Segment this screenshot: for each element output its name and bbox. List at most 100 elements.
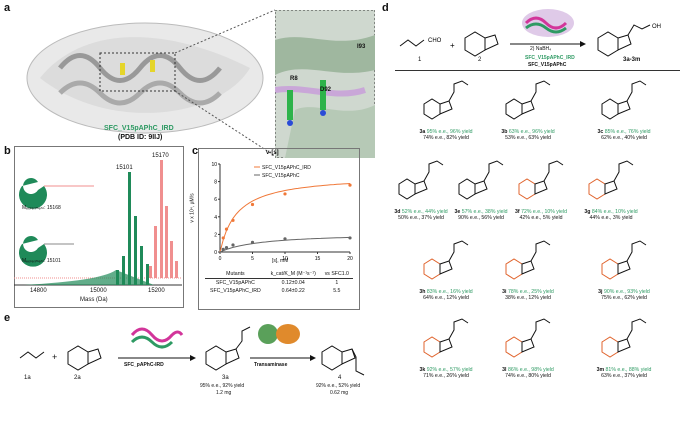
enzyme-ird-d: SFC_V15pAPhC_IRD xyxy=(525,55,575,61)
y-tick-label: 8 xyxy=(214,180,217,186)
compound-result-ird: 92% e.e., 57% yield xyxy=(426,366,473,373)
compound-result-base: 44% e.e., 3% yield xyxy=(589,215,633,221)
data-point xyxy=(221,236,225,240)
p4-line2: 0.62 mg xyxy=(330,390,349,396)
xtick-15200: 15200 xyxy=(148,288,165,294)
p3a-line1: 95% e.e., 92% yield xyxy=(200,383,245,389)
compound-id: 3e xyxy=(454,208,461,215)
data-point xyxy=(224,246,229,250)
data-point xyxy=(231,243,235,247)
fit-line-0 xyxy=(219,183,351,253)
th-vs: vs SFC1.0 xyxy=(324,271,349,277)
th-kcat: k_cat/K_M (M⁻¹s⁻¹) xyxy=(270,271,316,277)
mass-label-top: Mₑₓₚₑᵣᵢₘₑₙₜ: 15168 xyxy=(22,205,61,211)
compound-result-ird: 63% e.e., 96% yield xyxy=(508,128,555,135)
data-point xyxy=(348,236,352,240)
reactant-1-label: 1 xyxy=(418,57,422,63)
legend-ird: SFC_V15pAPhC_IRD xyxy=(262,165,311,171)
x-tick-label: 10 xyxy=(282,256,288,262)
peak-15101: 15101 xyxy=(116,165,133,171)
enzyme-base-d: SFC_V15pAPhC xyxy=(528,62,567,68)
compound-id: 3g xyxy=(584,208,591,215)
chart-title: v-[s] xyxy=(266,150,279,156)
compound-result-base: 64% e.e., 12% yield xyxy=(423,295,469,301)
compound-result-base: 63% e.e., 37% yield xyxy=(601,373,647,379)
data-point xyxy=(221,247,225,251)
compound-id: 3f xyxy=(515,208,520,215)
label-3a: 3a xyxy=(222,375,229,381)
plus-sign: + xyxy=(52,352,58,362)
compound-lines: 3k 92% e.e., 57% yield xyxy=(406,367,486,374)
x-tick-label: 20 xyxy=(347,256,353,262)
structure-drawing xyxy=(505,240,551,280)
compound-result-ird: 57% e.e., 38% yield xyxy=(461,208,508,215)
reactant-2-label: 2 xyxy=(478,57,482,63)
enzyme-e: SFC_pAPhC-IRD xyxy=(124,362,164,368)
kinetics-table: Mutants k_cat/K_M (M⁻¹s⁻¹) vs SFC1.0 SFC… xyxy=(205,270,353,295)
compound-id: 3l xyxy=(502,366,507,373)
label-2a: 2a xyxy=(74,375,81,381)
compound-result-base: 38% e.e., 12% yield xyxy=(505,295,551,301)
panel-label-c: c xyxy=(192,145,199,157)
xtick-15000: 15000 xyxy=(90,288,107,294)
structure-drawing xyxy=(505,80,551,120)
compound-lines: 3f 72% e.e., 10% yield xyxy=(512,209,570,216)
y-tick-label: 4 xyxy=(214,215,217,221)
panel-label-b: b xyxy=(4,145,11,157)
x-tick-label: 0 xyxy=(219,256,222,262)
compound-lines: 3b 63% e.e., 96% yield xyxy=(488,129,568,136)
compound-result-base: 74% e.e., 80% yield xyxy=(505,373,551,379)
compound-lines: 3i 78% e.e., 25% yield xyxy=(488,289,568,296)
compound-result-base: 50% e.e., 37% yield xyxy=(398,215,444,221)
compound-result-ird: 72% e.e., 10% yield xyxy=(521,208,567,215)
scheme-e xyxy=(19,324,365,376)
compound-result-ird: 86% e.e., 98% yield xyxy=(507,366,554,373)
structure-drawing xyxy=(505,318,551,358)
data-point xyxy=(348,183,352,187)
compound-id: 3b xyxy=(501,128,508,135)
compound-3j: 3j 90% e.e., 93% yield 75% e.e., 62% yiel… xyxy=(584,240,664,302)
kinetics-chart: 0 5 10 15 20 0 2 4 6 8 10 xyxy=(211,162,353,262)
chart-xlabel: [s], mM xyxy=(272,258,289,264)
mass-spec-plot xyxy=(14,160,182,286)
chart-ylabel: v x 10⁴, μM/s xyxy=(189,193,196,223)
structure-drawing xyxy=(423,240,469,280)
compound-result-base: 62% e.e., 40% yield xyxy=(601,135,647,141)
residue-d92: D92 xyxy=(320,87,332,93)
compound-lines: 3d 52% e.e., 44% yield xyxy=(392,209,450,216)
compound-3a: 3a 95% e.e., 96% yield 74% e.e., 82% yiel… xyxy=(406,80,486,142)
compound-3h: 3h 83% e.e., 16% yield 64% e.e., 12% yiel… xyxy=(406,240,486,302)
compound-result-ird: 95% e.e., 96% yield xyxy=(426,128,473,135)
structure-drawing xyxy=(423,318,469,358)
compound-lines: 3h 83% e.e., 16% yield xyxy=(406,289,486,296)
compound-3c: 3c 85% e.e., 76% yield 62% e.e., 40% yiel… xyxy=(584,80,664,142)
label-1a: 1a xyxy=(24,375,31,381)
compound-lines: 3e 57% e.e., 38% yield xyxy=(452,209,510,216)
data-point xyxy=(250,202,255,207)
mass-xlabel: Mass (Da) xyxy=(80,297,108,303)
residue-r8: R8 xyxy=(290,76,298,82)
compound-3d: 3d 52% e.e., 44% yield 50% e.e., 37% yiel… xyxy=(392,160,450,222)
compound-id: 3i xyxy=(502,288,507,295)
scheme-d-top: CHO + OH xyxy=(399,9,661,57)
p4-line1: 92% e.e., 52% yield xyxy=(316,383,361,389)
enzyme-name-a: SFC_V15pAPhC_IRD xyxy=(104,125,174,132)
compound-3m: 3m 81% e.e., 88% yield 63% e.e., 37% yiel… xyxy=(584,318,664,380)
y-tick-label: 0 xyxy=(214,250,217,256)
compound-result-base: 90% e.e., 56% yield xyxy=(458,215,504,221)
pdb-id: (PDB ID: 9IIJ) xyxy=(118,134,163,141)
compound-3l: 3l 86% e.e., 98% yield 74% e.e., 80% yiel… xyxy=(488,318,568,380)
transaminase-label: Transaminase xyxy=(254,362,288,368)
residue-i93: I93 xyxy=(357,44,366,50)
mass-spec-frame xyxy=(14,146,184,308)
data-point xyxy=(231,218,235,222)
data-point xyxy=(224,227,229,231)
compound-3f: 3f 72% e.e., 10% yield 42% e.e., 5% yield xyxy=(512,160,570,222)
structure-drawing xyxy=(601,80,647,120)
structure-drawing xyxy=(518,160,564,200)
y-tick-label: 10 xyxy=(211,162,217,168)
compound-result-ird: 84% e.e., 10% yield xyxy=(591,208,638,215)
product-range: 3a-3m xyxy=(623,57,641,63)
compound-result-ird: 90% e.e., 93% yield xyxy=(603,288,650,295)
svg-text:CHO: CHO xyxy=(428,38,442,44)
